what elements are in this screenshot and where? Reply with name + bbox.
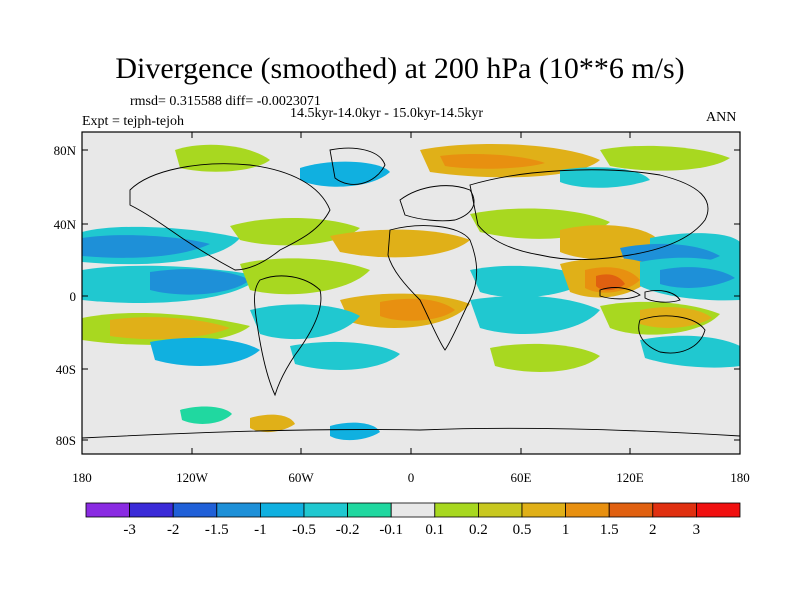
lon-tick-label: 60W <box>288 470 314 485</box>
lon-tick-label: 120E <box>616 470 644 485</box>
colorbar-swatch <box>85 502 130 518</box>
lon-tick-label: 0 <box>408 470 415 485</box>
latitude-axis: 80N 40N 0 40S 80S <box>54 143 740 448</box>
colorbar-label: -0.1 <box>379 522 403 538</box>
lon-tick-label: 180 <box>72 470 92 485</box>
colorbar-label: 2 <box>649 522 657 538</box>
colorbar-label: 1 <box>562 522 570 538</box>
coastlines <box>82 147 740 439</box>
lon-tick-label: 120W <box>176 470 209 485</box>
season-label: ANN <box>706 110 737 125</box>
lat-tick-label: 40N <box>54 217 77 232</box>
lat-tick-label: 80N <box>54 143 77 158</box>
colorbar-label: -1 <box>254 522 267 538</box>
colorbar-swatch <box>608 502 654 518</box>
colorbar-swatch <box>129 502 174 518</box>
lat-tick-label: 40S <box>56 362 76 377</box>
colorbar-swatch <box>477 502 523 518</box>
colorbar-swatch <box>259 502 305 518</box>
colorbar-label: 1.5 <box>600 522 619 538</box>
colorbar-swatch <box>434 502 479 518</box>
colorbar-swatch <box>172 502 218 518</box>
period-label: 14.5kyr-14.0kyr - 15.0kyr-14.5kyr <box>290 106 484 121</box>
longitude-axis: 180 120W 60W 0 60E 120E 180 <box>72 132 750 485</box>
colorbar-label: 0.1 <box>425 522 444 538</box>
colorbar-label: -0.2 <box>336 522 360 538</box>
colorbar-swatch <box>565 502 610 518</box>
plot-title: Divergence (smoothed) at 200 hPa (10**6 … <box>115 52 685 85</box>
colorbar-swatch <box>521 502 566 518</box>
colorbar-swatch <box>652 502 697 518</box>
colorbar-label: -2 <box>167 522 180 538</box>
lon-tick-label: 60E <box>511 470 532 485</box>
colorbar: -3 -2 -1.5 -1 -0.5 -0.2 -0.1 0.1 0.2 0.5 1 1.5 2 3 <box>85 502 741 538</box>
lon-tick-label: 180 <box>730 470 750 485</box>
lat-tick-label: 0 <box>70 289 77 304</box>
lat-tick-label: 80S <box>56 433 76 448</box>
colorbar-swatch <box>696 502 741 518</box>
colorbar-label: -3 <box>123 522 136 538</box>
experiment-label: Expt = tejph-tejoh <box>82 114 184 129</box>
colorbar-label: 3 <box>693 522 701 538</box>
colorbar-label: 0.2 <box>469 522 488 538</box>
colorbar-label: -1.5 <box>205 522 229 538</box>
colorbar-label: -0.5 <box>292 522 316 538</box>
colorbar-swatch <box>303 502 348 518</box>
colorbar-label: 0.5 <box>513 522 532 538</box>
colorbar-swatch <box>347 502 392 518</box>
rmsd-stats: rmsd= 0.315588 diff= -0.0023071 <box>130 94 321 109</box>
colorbar-swatch <box>216 502 261 518</box>
colorbar-swatch <box>390 502 436 518</box>
